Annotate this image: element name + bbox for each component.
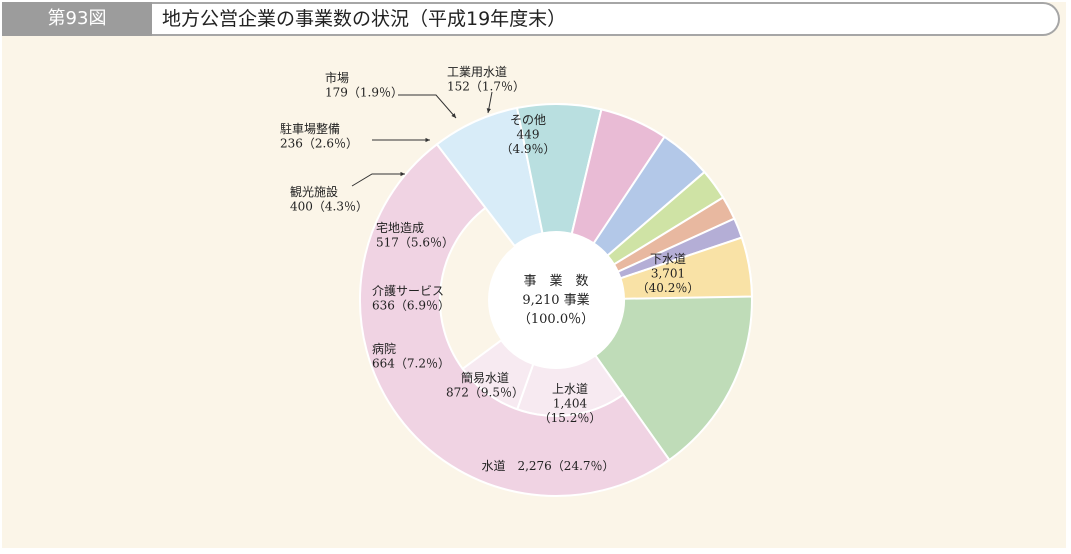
leader-観光施設-arrowhead — [400, 171, 405, 177]
label-簡易水道: 簡易水道 872（9.5％） — [446, 370, 524, 400]
center-label-title: 事 業 数 — [523, 273, 588, 289]
label-水道: 水道 2,276（24.7％） — [481, 459, 614, 473]
label-病院: 病院 664（7.2％） — [372, 341, 450, 371]
figure-header — [2, 2, 1060, 36]
label-観光施設: 観光施設 400（4.3％） — [290, 184, 368, 214]
leader-観光施設 — [351, 173, 405, 187]
label-市場: 市場 179（1.9％） — [325, 70, 403, 100]
slice-labels: 下水道 3,701 （40.2％） 上水道 1,404 （15.2％） 簡易水道 872（9.… — [280, 65, 699, 473]
leader-lines — [351, 91, 493, 187]
label-その他: その他 449 （4.9％） — [500, 113, 555, 156]
figure-number: 第93図 — [2, 2, 152, 36]
label-宅地造成: 宅地造成 517（5.6％） — [376, 220, 454, 250]
label-工業用水道: 工業用水道 152（1.7％） — [447, 65, 525, 94]
figure-title: 地方公営企業の事業数の状況（平成19年度末） — [162, 8, 567, 30]
leader-市場-arrowhead — [451, 113, 456, 118]
leader-工業用水道-arrowhead — [486, 108, 491, 113]
leader-駐車場整備-arrowhead — [425, 137, 430, 143]
label-駐車場整備: 駐車場整備 236（2.6％） — [280, 121, 358, 151]
center-label-total: 9,210 事業 — [522, 292, 589, 308]
center-label-percent: （100.0％） — [518, 312, 594, 327]
label-介護サービス: 介護サービス 636（6.9％） — [372, 283, 450, 313]
label-下水道: 下水道 3,701 （40.2％） — [637, 252, 700, 295]
leader-市場 — [398, 94, 457, 119]
slice-group — [359, 102, 753, 497]
slice-水道 — [359, 142, 671, 497]
donut-hole — [488, 232, 624, 368]
label-上水道: 上水道 1,404 （15.2％） — [539, 382, 602, 425]
